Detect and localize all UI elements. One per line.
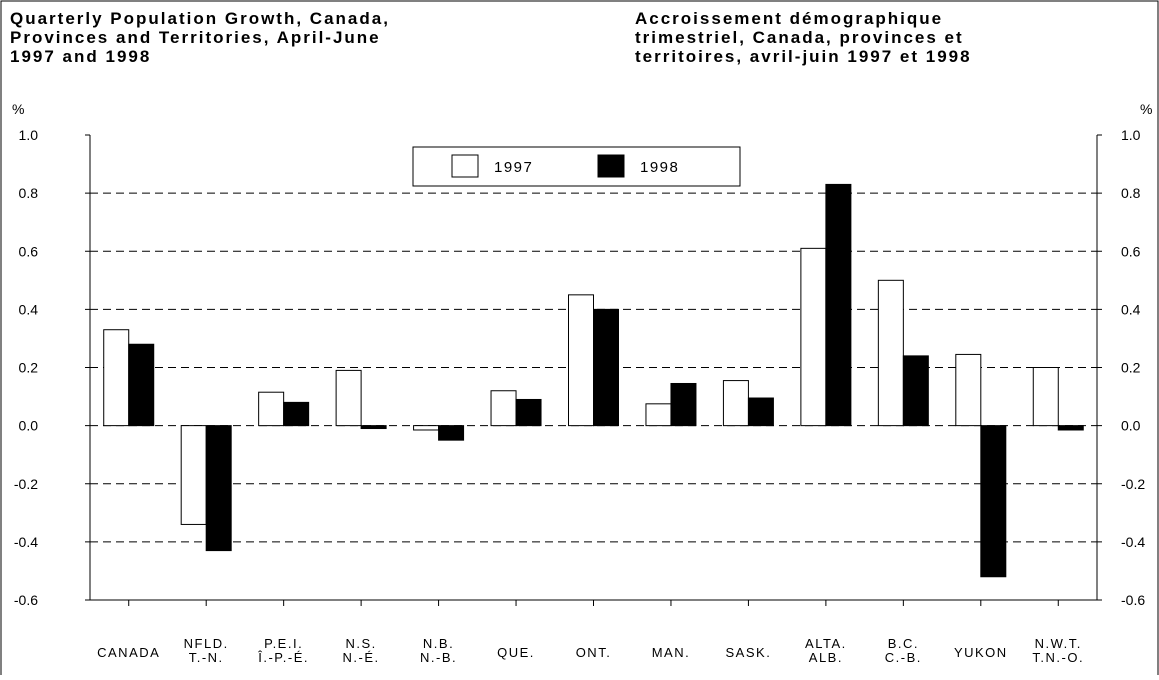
x-tick-label: N.S. — [345, 636, 376, 651]
bar — [490, 390, 517, 427]
y-tick-label: 0.4 — [19, 301, 39, 317]
y-tick-label: 1.0 — [19, 127, 39, 143]
x-tick-label: N.B. — [423, 636, 454, 651]
bar — [800, 247, 827, 427]
x-tick-label: MAN. — [652, 645, 691, 660]
y-tick-label: 0.8 — [19, 185, 39, 201]
bar — [980, 425, 1007, 578]
y-tick-label: -0.2 — [14, 476, 38, 492]
x-tick-label: NFLD. — [184, 636, 229, 651]
bar — [413, 425, 440, 431]
y2-tick-label: -0.4 — [1121, 534, 1145, 550]
bar — [568, 294, 594, 427]
bar — [825, 183, 852, 427]
y2-tick-label: 0.4 — [1121, 301, 1141, 317]
bar — [1057, 425, 1084, 431]
y2-axis-label: % — [1140, 101, 1152, 117]
y2-tick-label: -0.6 — [1121, 592, 1145, 608]
bar — [205, 425, 232, 552]
bar — [670, 382, 697, 427]
y-tick-label: 0.2 — [19, 360, 39, 376]
bar — [515, 398, 542, 427]
y-tick-label: -0.4 — [14, 534, 38, 550]
chart-title: Quarterly Population Growth, Canada, — [10, 9, 390, 28]
bar — [180, 425, 207, 525]
bar — [128, 343, 155, 427]
x-tick-label: YUKON — [954, 645, 1008, 660]
x-tick-label: CANADA — [97, 645, 160, 660]
bar — [955, 353, 982, 427]
bar — [283, 401, 310, 427]
x-tick-label: N.W.T. — [1035, 636, 1082, 651]
bar — [258, 391, 285, 427]
x-tick-label: ONT. — [576, 645, 612, 660]
y2-tick-label: 0.2 — [1121, 360, 1141, 376]
x-tick-label: P.E.I. — [264, 636, 303, 651]
x-tick-label: SASK. — [726, 645, 772, 660]
bar — [1032, 367, 1059, 427]
x-tick-label: ALB. — [809, 650, 843, 665]
legend-swatch — [451, 154, 479, 178]
bar — [645, 403, 672, 427]
bar — [103, 329, 130, 427]
x-tick-label: N.-B. — [420, 650, 457, 665]
legend-label: 1997 — [494, 159, 533, 176]
bar — [747, 397, 774, 427]
bar — [360, 425, 387, 430]
y-tick-label: -0.6 — [14, 592, 38, 608]
x-tick-label: Î.-P.-É. — [257, 650, 309, 665]
bar — [335, 369, 362, 427]
chart-subtitle: trimestriel, Canada, provinces et — [635, 28, 964, 47]
x-tick-label: QUE. — [497, 645, 535, 660]
bar — [877, 279, 904, 427]
x-tick-label: C.-B. — [885, 650, 922, 665]
chart-subtitle: Accroissement démographique — [635, 9, 943, 28]
chart-title: Provinces and Territories, April-June — [10, 28, 381, 47]
x-tick-label: T.N.-O. — [1032, 650, 1084, 665]
y2-tick-label: 1.0 — [1121, 127, 1141, 143]
y-tick-label: 0.0 — [19, 418, 39, 434]
y-tick-label: 0.6 — [19, 243, 39, 259]
bar — [722, 380, 749, 427]
x-tick-label: ALTA. — [805, 636, 847, 651]
legend-label: 1998 — [640, 159, 679, 176]
y2-tick-label: -0.2 — [1121, 476, 1145, 492]
y2-tick-label: 0.0 — [1121, 418, 1141, 434]
x-tick-label: T.-N. — [189, 650, 224, 665]
x-tick-label: N.-É. — [343, 650, 380, 665]
y2-tick-label: 0.8 — [1121, 185, 1141, 201]
bar — [902, 355, 929, 427]
y-axis-label: % — [12, 101, 24, 117]
bar — [438, 425, 465, 441]
bar — [593, 308, 619, 427]
chart-subtitle: territoires, avril-juin 1997 et 1998 — [635, 47, 972, 66]
legend-swatch — [597, 154, 625, 178]
y2-tick-label: 0.6 — [1121, 243, 1141, 259]
x-tick-label: B.C. — [888, 636, 919, 651]
chart-title: 1997 and 1998 — [10, 47, 151, 66]
